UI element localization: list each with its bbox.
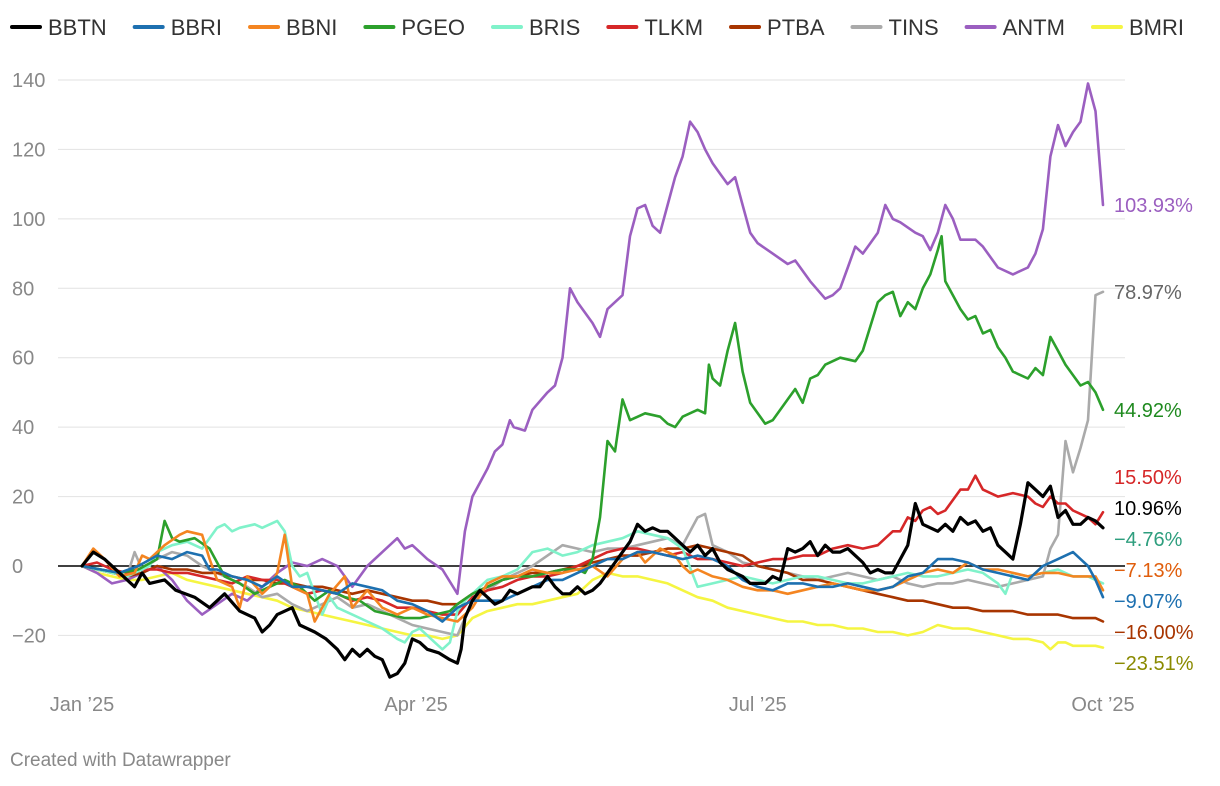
- legend-label: BBRI: [171, 15, 222, 40]
- legend-item-bbri: BBRI: [132, 15, 222, 40]
- y-tick-label: 60: [12, 348, 34, 370]
- series-line-bbtn: [80, 481, 1105, 679]
- y-tick-label: 40: [12, 417, 34, 439]
- legend-label: BRIS: [529, 15, 580, 40]
- legend-label: PGEO: [401, 15, 465, 40]
- x-tick-label: Jan ’25: [50, 694, 115, 716]
- legend-label: TINS: [889, 15, 939, 40]
- series-line-tins: [80, 290, 1105, 637]
- series-line-pgeo: [80, 234, 1105, 620]
- legend-item-bbni: BBNI: [248, 15, 337, 40]
- series-end-labels: 103.93% 78.97% 44.92% 15.50% 10.96% −4.76% −7.…: [1114, 195, 1194, 675]
- legend-item-antm: ANTM: [964, 15, 1065, 40]
- x-tick-label: Jul ’25: [729, 694, 787, 716]
- end-label-bbtn: 10.96%: [1114, 498, 1182, 520]
- legend-item-ptba: PTBA: [729, 15, 825, 40]
- end-label-ptba: −16.00%: [1114, 622, 1194, 644]
- y-tick-label: 80: [12, 278, 34, 300]
- series-line-bris: [80, 519, 1105, 651]
- series-line-ptba: [80, 543, 1105, 623]
- legend-item-bbtn: BBTN: [10, 15, 107, 40]
- end-label-bris: −4.76%: [1114, 529, 1183, 551]
- x-axis-ticks: Jan ’25 Apr ’25 Jul ’25 Oct ’25: [50, 694, 1135, 716]
- series-line-antm: [80, 82, 1105, 616]
- legend: BBTN BBRI BBNI PGEO BRIS TLKM PTBA TINS ANTM BMRI: [10, 15, 1184, 40]
- end-label-bbni: −7.13%: [1114, 560, 1183, 582]
- legend-label: BBNI: [286, 15, 337, 40]
- end-label-bmri: −23.51%: [1114, 653, 1194, 675]
- series-lines: [80, 82, 1105, 679]
- x-tick-label: Oct ’25: [1071, 694, 1134, 716]
- y-tick-label: −20: [12, 625, 46, 647]
- legend-item-bmri: BMRI: [1090, 15, 1184, 40]
- series-line-bbri: [80, 550, 1105, 623]
- y-tick-label: 100: [12, 209, 45, 231]
- end-label-pgeo: 44.92%: [1114, 400, 1182, 422]
- legend-item-tins: TINS: [850, 15, 939, 40]
- end-label-bbri: −9.07%: [1114, 591, 1183, 613]
- legend-label: TLKM: [644, 15, 703, 40]
- y-tick-label: 0: [12, 556, 23, 578]
- x-tick-label: Apr ’25: [384, 694, 447, 716]
- legend-item-bris: BRIS: [490, 15, 580, 40]
- y-tick-label: 20: [12, 487, 34, 509]
- end-label-tlkm: 15.50%: [1114, 467, 1182, 489]
- legend-item-tlkm: TLKM: [606, 15, 703, 40]
- legend-item-pgeo: PGEO: [363, 15, 465, 40]
- y-tick-label: 140: [12, 70, 45, 92]
- legend-label: BMRI: [1129, 15, 1184, 40]
- credit-text: Created with Datawrapper: [10, 750, 231, 771]
- y-tick-label: 120: [12, 139, 45, 161]
- legend-label: BBTN: [48, 15, 107, 40]
- y-axis-ticks: 140 120 100 80 60 40 20 0 −20: [12, 70, 46, 647]
- end-label-antm: 103.93%: [1114, 195, 1193, 217]
- legend-label: PTBA: [767, 15, 825, 40]
- end-label-tins: 78.97%: [1114, 282, 1182, 304]
- legend-label: ANTM: [1003, 15, 1065, 40]
